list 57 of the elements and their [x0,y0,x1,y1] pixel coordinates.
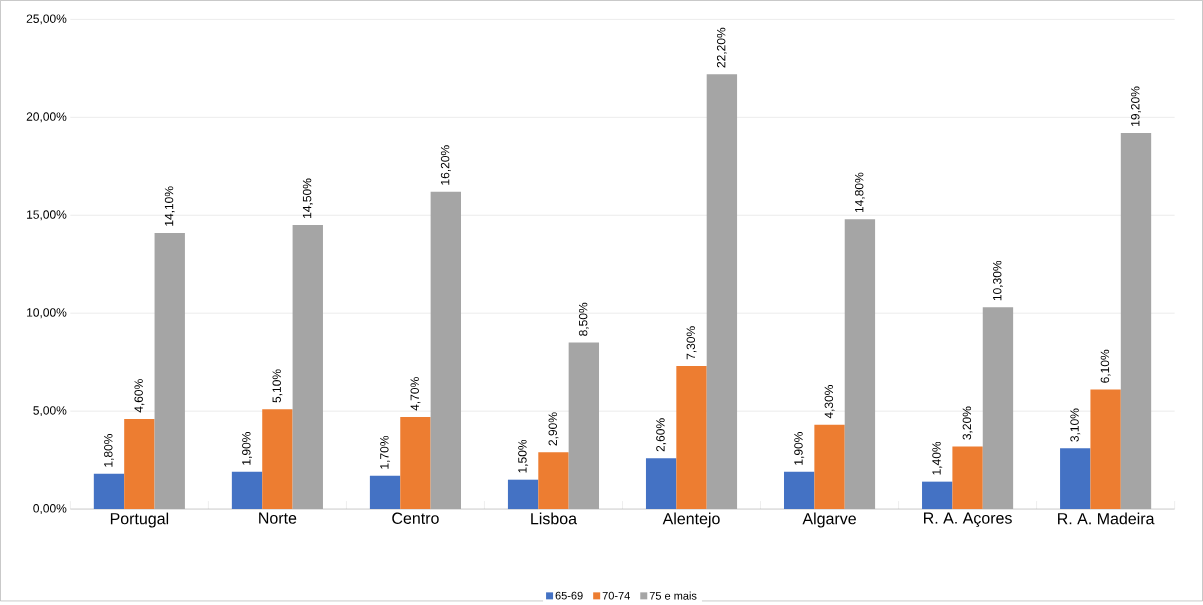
data-label: 2,90% [548,412,559,446]
data-label: 14,80% [854,172,865,213]
bar [814,424,845,510]
data-label: 14,50% [302,178,313,218]
data-label: 1,70% [380,435,391,469]
data-label: 3,10% [1070,408,1081,442]
bar [922,481,953,510]
bar [1090,389,1121,510]
y-tick-label: 20,00% [26,112,67,123]
y-tick-label: 0,00% [33,504,67,514]
x-tick-label: Lisboa [531,512,578,525]
y-tick-label: 25,00% [26,14,67,25]
data-label: 14,10% [164,186,175,226]
bar [93,473,125,510]
legend-label: 75 e mais [649,591,697,600]
data-label: 1,90% [794,432,805,465]
x-tick-label: R. A. Madeira [1058,512,1155,525]
data-label: 5,10% [272,369,283,403]
data-label: 1,40% [932,441,943,475]
data-label: 4,70% [410,377,421,411]
x-tick-label: Norte [259,512,297,524]
bar [783,471,815,510]
data-label: 1,50% [518,439,529,473]
legend-label: 65-69 [555,591,583,600]
y-tick-label: 5,00% [33,406,67,417]
x-tick-label: Centro [392,512,439,524]
bar [538,452,569,510]
bar [1060,448,1091,510]
data-label: 1,90% [242,432,252,465]
legend-label: 70-74 [602,591,630,600]
bar [369,475,401,510]
data-label: 4,30% [824,385,835,419]
data-label: 2,60% [656,418,667,452]
data-label: 16,20% [440,145,451,185]
x-tick-label: Portugal [110,512,169,528]
data-label: 3,20% [962,406,973,440]
x-tick-label: R. A. Açores [924,512,1012,527]
data-label: 4,60% [134,379,145,413]
bar [507,479,539,510]
data-label: 19,20% [1131,86,1141,126]
data-label: 22,20% [716,27,727,68]
bar [124,418,155,510]
data-label: 7,30% [686,326,697,360]
bar [400,416,431,510]
data-label: 6,10% [1100,349,1111,383]
bar [676,366,707,510]
bar [952,446,983,510]
x-tick-label: Alentejo [662,512,720,528]
y-tick-label: 15,00% [27,210,67,221]
data-label: 8,50% [578,302,589,336]
bar [262,409,293,510]
x-tick-label: Algarve [802,512,856,528]
y-tick-label: 10,00% [27,308,67,319]
data-label: 10,30% [993,260,1003,301]
bar [645,458,677,510]
bar [231,471,263,510]
data-label: 1,80% [104,434,114,467]
